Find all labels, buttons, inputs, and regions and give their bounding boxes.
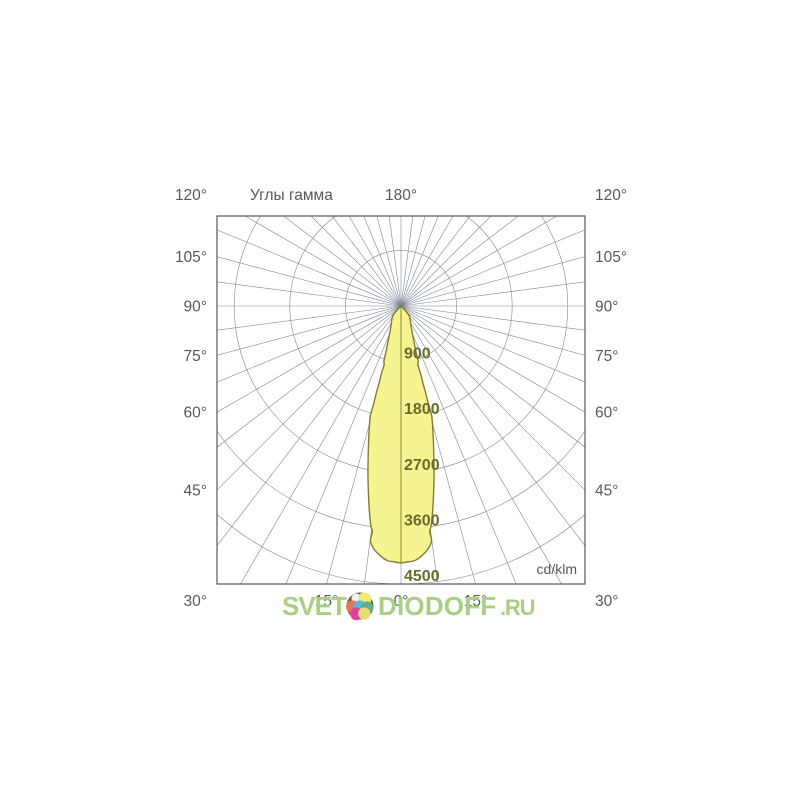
svg-text:120°: 120° [595,187,627,204]
svg-text:120°: 120° [175,187,207,204]
svg-text:105°: 105° [175,249,207,266]
svg-text:60°: 60° [184,405,207,422]
svg-text:.RU: .RU [500,595,535,620]
svg-text:SVET: SVET [282,591,347,621]
svg-text:DIODOFF: DIODOFF [378,591,496,621]
svg-text:75°: 75° [595,348,618,365]
svg-text:900: 900 [404,346,431,363]
svg-text:45°: 45° [595,483,618,500]
svg-text:1800: 1800 [404,401,440,418]
svg-text:105°: 105° [595,249,627,266]
svg-text:4500: 4500 [404,568,440,585]
svg-text:3600: 3600 [404,512,440,529]
svg-text:60°: 60° [595,405,618,422]
svg-text:180°: 180° [385,187,417,204]
svg-text:2700: 2700 [404,457,440,474]
svg-text:30°: 30° [595,593,618,610]
svg-text:90°: 90° [184,299,207,316]
svg-text:Углы гамма: Углы гамма [250,187,333,204]
svg-text:45°: 45° [184,483,207,500]
svg-text:75°: 75° [184,348,207,365]
svg-text:cd/klm: cd/klm [537,561,577,577]
svg-text:30°: 30° [184,593,207,610]
svg-text:90°: 90° [595,299,618,316]
